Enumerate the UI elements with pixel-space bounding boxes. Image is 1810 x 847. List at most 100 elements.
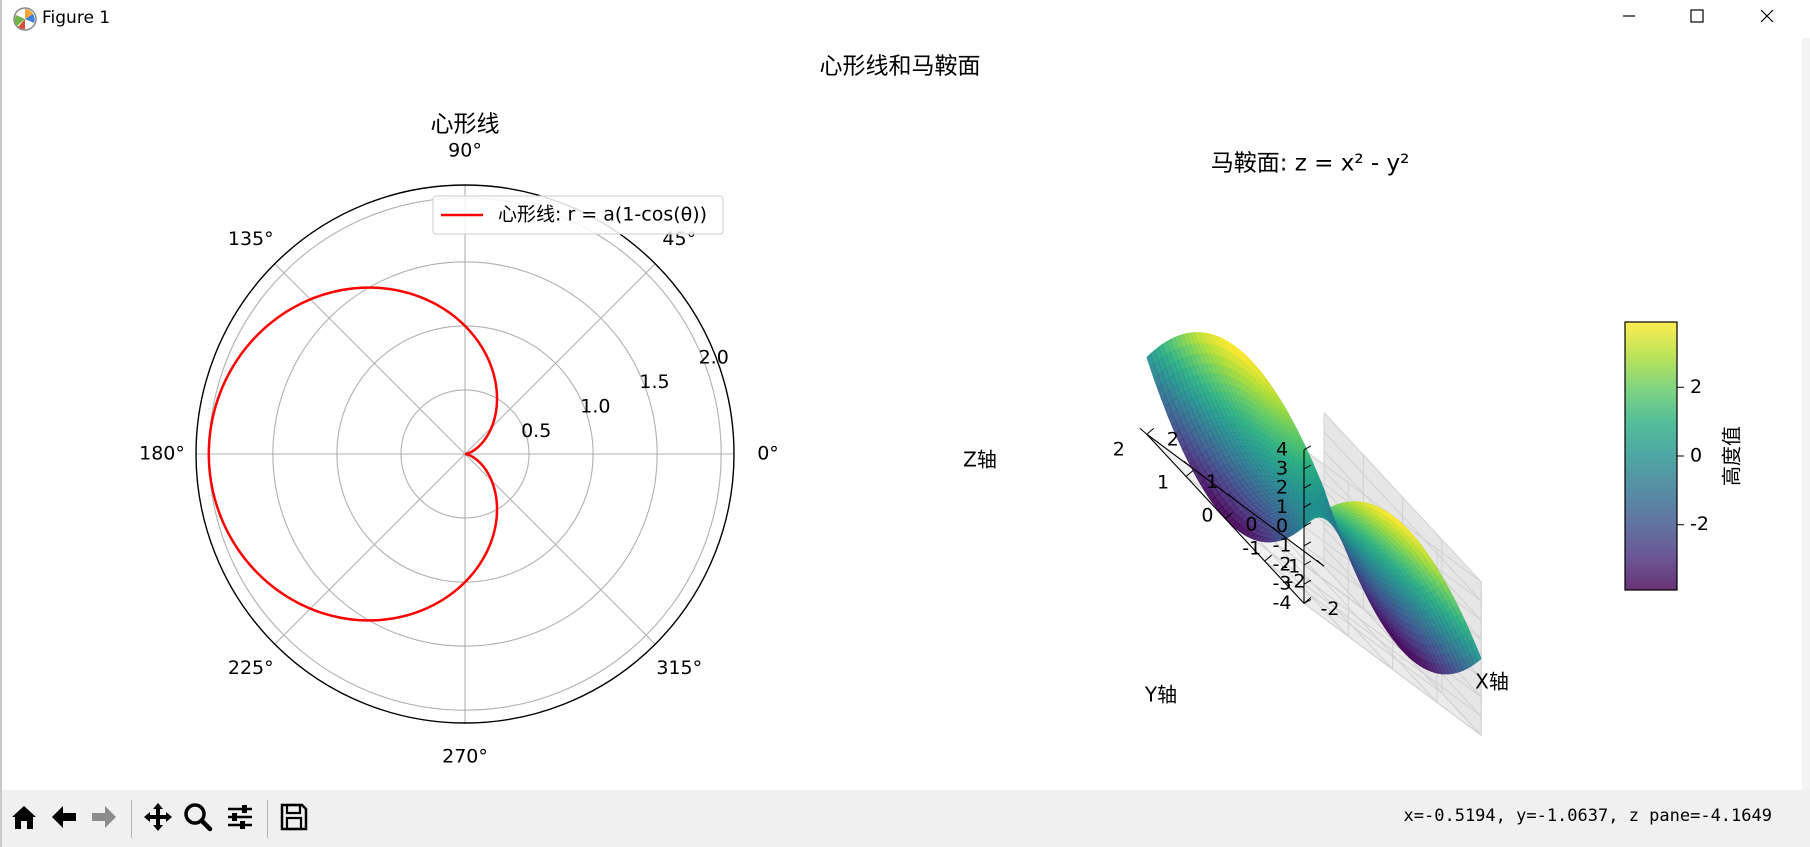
home-icon bbox=[8, 801, 40, 837]
colorbar-gradient bbox=[1624, 321, 1678, 591]
tick-mark bbox=[1303, 598, 1312, 604]
z-tick-label: 0 bbox=[1276, 515, 1288, 537]
polar-spoke-gridline bbox=[274, 453, 466, 645]
tick-mark bbox=[1146, 427, 1155, 435]
back-icon bbox=[48, 801, 80, 837]
colorbar: 2 0 -2 高度值 bbox=[1624, 321, 1744, 591]
legend-frame bbox=[432, 195, 724, 235]
polar-angle-tick-label: 90° bbox=[448, 140, 482, 162]
polar-radial-tick-label: 0.5 bbox=[521, 420, 551, 442]
figure-svg[interactable]: 心形线和马鞍面 心形线 0°45°90°135°180°225°270°315°… bbox=[0, 38, 1810, 790]
tick-mark bbox=[1303, 560, 1312, 566]
cardioid-series-line bbox=[207, 286, 499, 622]
x-tick-label: 0 bbox=[1245, 513, 1257, 535]
matplotlib-logo-icon bbox=[12, 6, 38, 32]
colorbar-tick-label: 2 bbox=[1690, 376, 1702, 398]
figure-suptitle: 心形线和马鞍面 bbox=[820, 54, 981, 80]
y-axis-line bbox=[1146, 433, 1305, 604]
y-axis-label: Y轴 bbox=[1144, 683, 1177, 707]
tick-mark bbox=[1303, 483, 1312, 489]
zoom-button[interactable] bbox=[178, 799, 218, 839]
toolbar-separator bbox=[267, 800, 268, 838]
polar-angle-tick-label: 270° bbox=[442, 746, 488, 768]
y-tick-label: -2 bbox=[1287, 571, 1306, 593]
polar-angle-tick-label: 315° bbox=[656, 657, 702, 679]
polar-radial-tick-label: 1.0 bbox=[580, 395, 610, 417]
polar-spoke-gridline bbox=[464, 453, 656, 645]
surface-axis-lines bbox=[1139, 427, 1325, 604]
back-button[interactable] bbox=[44, 799, 84, 839]
z-tick-label: -3 bbox=[1273, 573, 1292, 595]
pan-icon bbox=[142, 801, 174, 837]
x-tick-label: -1 bbox=[1281, 556, 1300, 578]
y-tick-label: -1 bbox=[1242, 538, 1261, 560]
minimize-icon bbox=[1620, 7, 1638, 29]
tick-mark bbox=[1183, 460, 1192, 468]
polar-legend[interactable]: 心形线: r = a(1-cos(θ)) bbox=[432, 195, 724, 235]
surface-patch bbox=[1146, 353, 1155, 369]
tick-mark bbox=[1185, 470, 1194, 477]
polar-radial-gridline bbox=[400, 389, 530, 519]
window-title: Figure 1 bbox=[42, 8, 111, 28]
tick-mark bbox=[1303, 464, 1312, 470]
polar-radial-gridline bbox=[272, 261, 658, 647]
tick-mark bbox=[1264, 554, 1273, 562]
close-button[interactable] bbox=[1732, 0, 1802, 36]
home-button[interactable] bbox=[4, 799, 44, 839]
y-tick-label: 2 bbox=[1113, 439, 1125, 461]
wall-gridline bbox=[1303, 583, 1482, 717]
tick-mark bbox=[1225, 512, 1233, 520]
x-axis-label: X轴 bbox=[1475, 670, 1509, 694]
window-left-border bbox=[0, 0, 2, 847]
cursor-coordinate-readout: x=-0.5194, y=-1.0637, z pane=-4.1649 bbox=[1403, 806, 1772, 826]
tick-mark bbox=[1303, 445, 1312, 451]
window-titlebar: Figure 1 bbox=[0, 0, 1810, 39]
polar-angle-tick-label: 225° bbox=[228, 657, 274, 679]
save-icon bbox=[278, 801, 310, 837]
forward-button[interactable] bbox=[84, 799, 124, 839]
wall-gridline bbox=[1323, 431, 1482, 602]
minimize-button[interactable] bbox=[1594, 0, 1664, 36]
legend-label: 心形线: r = a(1-cos(θ)) bbox=[498, 204, 707, 226]
saddle-surface bbox=[1146, 332, 1482, 675]
tick-mark bbox=[1303, 522, 1312, 528]
polar-radial-labels: 0.5 1.0 1.5 2.0 bbox=[521, 346, 729, 442]
pan-button[interactable] bbox=[138, 799, 178, 839]
x-tick-label: 1 bbox=[1206, 471, 1218, 493]
navigation-toolbar: x=-0.5194, y=-1.0637, z pane=-4.1649 bbox=[0, 790, 1810, 847]
polar-radial-tick-label: 2.0 bbox=[699, 346, 729, 368]
tick-mark bbox=[1303, 579, 1312, 585]
maximize-button[interactable] bbox=[1662, 0, 1732, 36]
configure-subplots-button[interactable] bbox=[220, 799, 260, 839]
polar-spoke-gridline bbox=[464, 263, 656, 455]
tick-mark bbox=[1139, 427, 1148, 435]
colorbar-label: 高度值 bbox=[1720, 426, 1744, 486]
polar-title: 心形线 bbox=[431, 112, 500, 138]
colorbar-tick-label: 0 bbox=[1690, 445, 1702, 467]
maximize-icon bbox=[1688, 7, 1706, 29]
polar-axes[interactable]: 心形线 0°45°90°135°180°225°270°315° 0.51.01… bbox=[139, 112, 779, 768]
tick-mark bbox=[1272, 526, 1281, 534]
polar-spoke-gridline bbox=[274, 263, 466, 455]
figure-canvas[interactable]: 心形线和马鞍面 心形线 0° 45° 90° 135° 180° 225° 270° 315°… bbox=[0, 38, 1810, 790]
forward-icon bbox=[88, 801, 120, 837]
colorbar-tick-label: -2 bbox=[1690, 513, 1709, 535]
z-tick-label: -1 bbox=[1273, 534, 1292, 556]
toolbar-separator bbox=[131, 800, 132, 838]
wall-gridline bbox=[1323, 412, 1482, 583]
close-icon bbox=[1758, 7, 1776, 29]
polar-radial-tick-label: 1.5 bbox=[639, 371, 669, 393]
tick-mark bbox=[1303, 541, 1312, 547]
z-tick-label: 3 bbox=[1276, 458, 1288, 480]
polar-angle-tick-label: 135° bbox=[228, 228, 274, 250]
surface-title: 马鞍面: z = x² - y² bbox=[1211, 151, 1410, 177]
z-tick-label: 1 bbox=[1276, 496, 1288, 518]
polar-angle-tick-label: 180° bbox=[139, 443, 185, 465]
save-button[interactable] bbox=[274, 799, 314, 839]
tick-mark bbox=[1303, 502, 1312, 508]
tick-mark bbox=[1316, 559, 1325, 567]
y-tick-label: 1 bbox=[1157, 472, 1169, 494]
y-tick-label: 0 bbox=[1201, 505, 1213, 527]
